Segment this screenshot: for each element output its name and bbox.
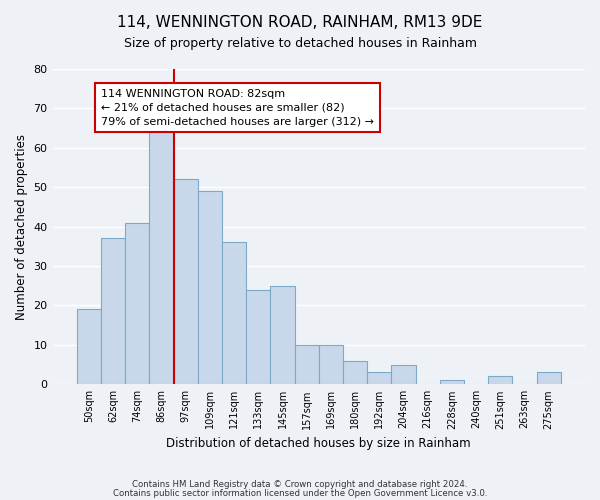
Bar [367,372,391,384]
Text: 114 WENNINGTON ROAD: 82sqm
← 21% of detached houses are smaller (82)
79% of semi: 114 WENNINGTON ROAD: 82sqm ← 21% of deta… [101,88,374,126]
Bar [295,345,319,385]
Bar [391,364,416,384]
Bar [536,372,561,384]
Bar [125,222,149,384]
Text: Size of property relative to detached houses in Rainham: Size of property relative to detached ho… [124,38,476,51]
X-axis label: Distribution of detached houses by size in Rainham: Distribution of detached houses by size … [166,437,471,450]
Text: Contains public sector information licensed under the Open Government Licence v3: Contains public sector information licen… [113,489,487,498]
Bar [173,180,198,384]
Y-axis label: Number of detached properties: Number of detached properties [15,134,28,320]
Bar [149,132,173,384]
Bar [271,286,295,384]
Bar [198,191,222,384]
Bar [222,242,246,384]
Bar [246,290,271,384]
Bar [488,376,512,384]
Text: Contains HM Land Registry data © Crown copyright and database right 2024.: Contains HM Land Registry data © Crown c… [132,480,468,489]
Bar [77,310,101,384]
Bar [440,380,464,384]
Bar [101,238,125,384]
Bar [343,360,367,384]
Bar [319,345,343,385]
Text: 114, WENNINGTON ROAD, RAINHAM, RM13 9DE: 114, WENNINGTON ROAD, RAINHAM, RM13 9DE [118,15,482,30]
